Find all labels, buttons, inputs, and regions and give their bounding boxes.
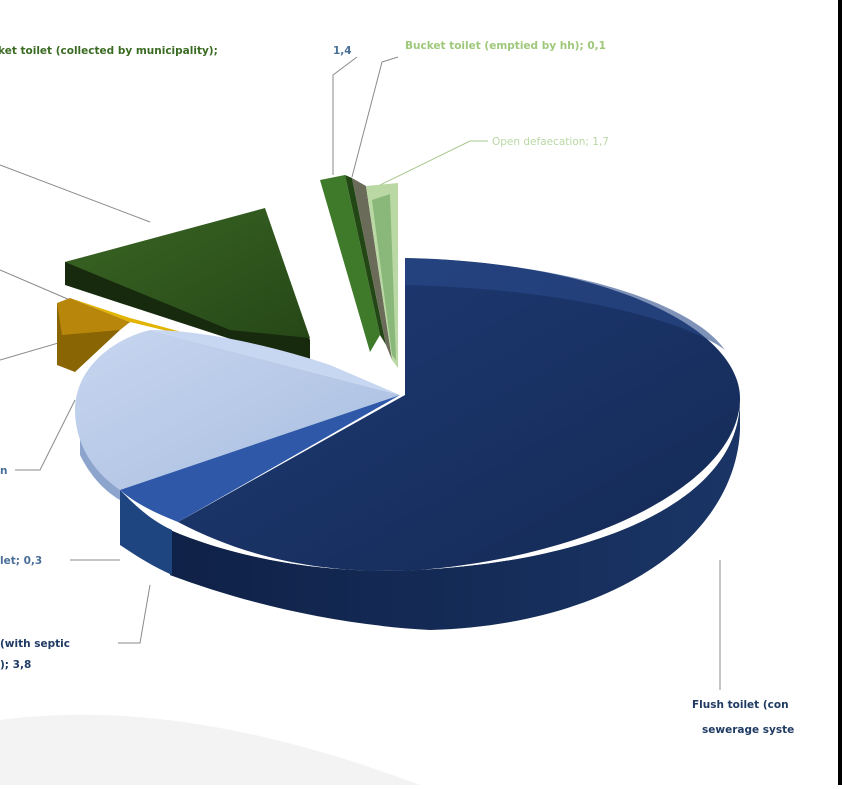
leader-line-bucket-hh bbox=[351, 56, 399, 178]
slice-bucket-hh bbox=[352, 178, 392, 360]
leader-line-n bbox=[15, 399, 76, 471]
slice-bucket-municipality-side bbox=[345, 175, 386, 345]
leader-line-bucket-municipality bbox=[332, 56, 358, 175]
slice-flush-sewer-highlight bbox=[405, 258, 725, 350]
pie-side-navy-depth bbox=[170, 400, 740, 630]
label-open-defaecation: Open defaecation; 1,7 bbox=[492, 136, 609, 148]
leader-line-left1 bbox=[0, 269, 71, 301]
slice-open-defaecation-shade bbox=[372, 194, 396, 360]
label-bucket-hh: Bucket toilet (emptied by hh); 0,1 bbox=[405, 40, 606, 52]
labels: ket toilet (collected by municipality); … bbox=[0, 40, 794, 736]
slice-bucket-municipality bbox=[320, 175, 380, 352]
slice-flush-sewer-top bbox=[178, 258, 741, 571]
leader-line-topleft bbox=[0, 164, 151, 223]
label-flush-sewer-line2: sewerage syste bbox=[702, 724, 794, 736]
label-flush-sewer-line1: Flush toilet (con bbox=[692, 699, 789, 711]
label-bucket-municipality: ket toilet (collected by municipality); bbox=[0, 45, 218, 57]
label-let: let; 0,3 bbox=[0, 555, 42, 567]
slice-orange-top bbox=[57, 298, 130, 335]
pie-side-light bbox=[80, 420, 120, 500]
label-septic-line1: (with septic bbox=[0, 638, 70, 650]
leader-line-open-defaecation bbox=[379, 140, 488, 186]
slice-septic-top bbox=[120, 395, 400, 522]
right-edge-border bbox=[838, 0, 842, 785]
background-swoosh bbox=[0, 714, 420, 785]
label-bucket-municipality-value: 1,4 bbox=[333, 45, 352, 57]
slice-dark-green-top bbox=[65, 208, 310, 338]
label-n: n bbox=[0, 465, 7, 477]
slice-light-blue-top bbox=[75, 330, 400, 490]
leader-lines bbox=[0, 56, 721, 690]
slice-light-blue-upper bbox=[150, 330, 400, 395]
label-septic-line2: ); 3,8 bbox=[0, 659, 31, 671]
leader-line-septic bbox=[118, 584, 151, 644]
pie-side-septic bbox=[120, 490, 172, 575]
